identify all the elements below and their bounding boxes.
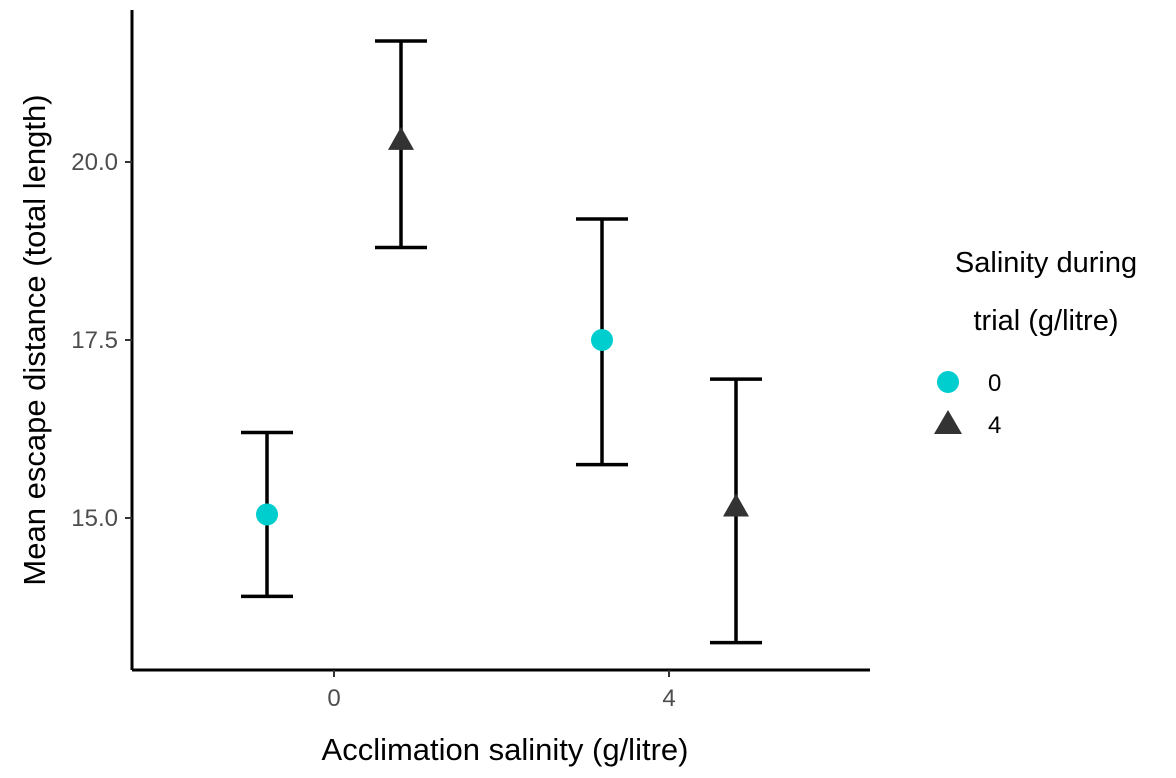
legend: Salinity during trial (g/litre) 04 — [934, 247, 1137, 439]
legend-label: 0 — [988, 370, 1001, 397]
data-point-circle — [591, 329, 613, 351]
y-tick-label: 17.5 — [71, 327, 118, 354]
x-tick-label: 4 — [662, 685, 675, 712]
data-point-triangle — [388, 126, 414, 150]
legend-key-circle — [937, 371, 959, 393]
y-tick-label: 15.0 — [71, 505, 118, 532]
legend-title-line-2: trial (g/litre) — [973, 305, 1118, 337]
x-axis-title: Acclimation salinity (g/litre) — [322, 732, 689, 767]
data-point-circle — [256, 503, 278, 526]
y-axis-ticks: 15.0 17.5 20.0 — [71, 149, 132, 532]
legend-label: 4 — [988, 412, 1001, 439]
legend-items: 04 — [934, 370, 1001, 439]
legend-title-line-1: Salinity during — [955, 247, 1137, 279]
legend-key-triangle — [934, 410, 962, 434]
chart-marks — [241, 39, 762, 645]
y-tick-label: 20.0 — [71, 149, 118, 176]
data-point-triangle — [723, 493, 749, 517]
y-axis-title: Mean escape distance (total length) — [17, 94, 52, 585]
x-tick-label: 0 — [327, 685, 340, 712]
